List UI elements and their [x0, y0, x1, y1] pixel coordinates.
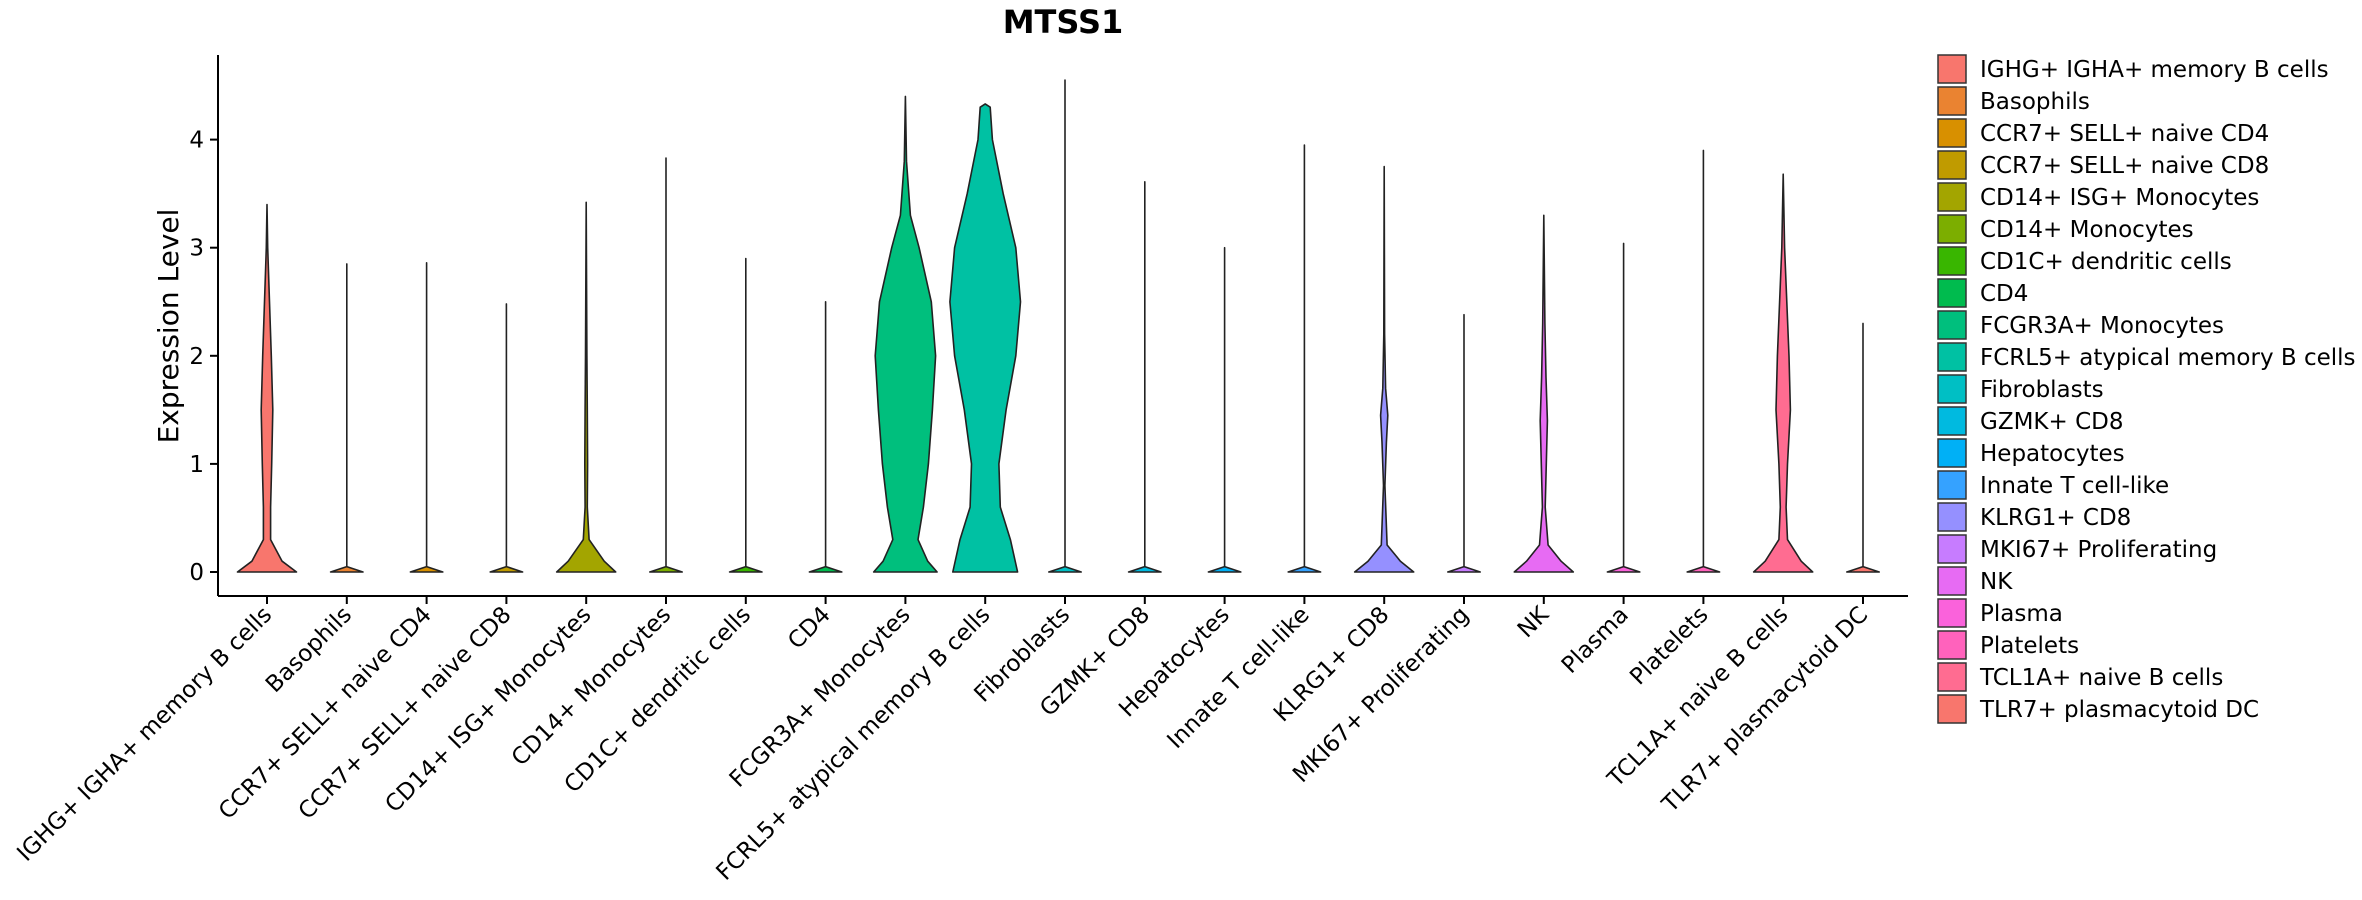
legend-label: Platelets — [1980, 633, 2079, 659]
violin-9 — [872, 95, 938, 573]
x-tick-label: IGHG+ IGHA+ memory B cells — [12, 602, 277, 867]
legend-swatch — [1937, 502, 1967, 532]
legend-label: CCR7+ SELL+ naive CD4 — [1980, 121, 2269, 147]
legend-label: MKI67+ Proliferating — [1980, 537, 2217, 563]
x-tick-label: NK — [1513, 601, 1555, 643]
y-tick-label: 4 — [189, 128, 204, 154]
legend-swatch — [1937, 54, 1967, 84]
y-axis: 0 1 2 3 4 — [189, 55, 219, 596]
legend-label: Plasma — [1980, 601, 2063, 627]
violin-1 — [236, 203, 298, 573]
violin-20 — [1752, 173, 1814, 573]
legend-swatch — [1937, 662, 1967, 692]
legend-label: Fibroblasts — [1980, 377, 2104, 403]
violin-16 — [1447, 313, 1481, 573]
violin-4 — [489, 303, 524, 573]
violin-19 — [1686, 149, 1721, 573]
x-tick-label: CD14+ Monocytes — [507, 602, 676, 771]
legend-swatch — [1937, 118, 1967, 148]
violin-7 — [728, 257, 763, 573]
x-tick-label: Innate T cell-like — [1162, 602, 1314, 754]
violin-2 — [329, 263, 364, 573]
legend-swatch — [1937, 342, 1967, 372]
violin-11 — [1048, 79, 1082, 573]
violin-17 — [1513, 214, 1575, 573]
violin-13 — [1207, 246, 1242, 573]
x-tick-label: Plasma — [1557, 602, 1634, 679]
legend-label: CCR7+ SELL+ naive CD8 — [1980, 153, 2269, 179]
legend-swatch — [1937, 374, 1967, 404]
legend-swatch — [1937, 406, 1967, 436]
legend-label: Hepatocytes — [1980, 441, 2125, 467]
legend-swatch — [1937, 182, 1967, 212]
violin-10 — [949, 103, 1022, 573]
y-tick-label: 3 — [189, 236, 204, 262]
violin-14 — [1287, 144, 1322, 573]
legend-swatch — [1937, 86, 1967, 116]
violin-18 — [1606, 242, 1641, 573]
legend-label: CD4 — [1980, 281, 2028, 307]
violin-6 — [649, 157, 683, 573]
legend-swatch — [1937, 246, 1967, 276]
legend-swatch — [1937, 598, 1967, 628]
legend-label: CD1C+ dendritic cells — [1980, 249, 2232, 275]
violin-3 — [409, 262, 444, 573]
chart-title: MTSS1 — [1003, 3, 1124, 41]
x-axis: IGHG+ IGHA+ memory B cellsBasophilsCCR7+… — [12, 595, 1908, 886]
violin-15 — [1353, 165, 1415, 573]
legend-swatch — [1937, 278, 1967, 308]
legend-label: IGHG+ IGHA+ memory B cells — [1980, 57, 2329, 83]
legend-label: KLRG1+ CD8 — [1980, 505, 2131, 531]
legend-label: NK — [1980, 569, 2013, 595]
violin-12 — [1127, 181, 1162, 573]
legend-label: FCGR3A+ Monocytes — [1980, 313, 2224, 339]
legend-swatch — [1937, 694, 1967, 724]
legend-swatch — [1937, 310, 1967, 340]
legend-label: CD14+ ISG+ Monocytes — [1980, 185, 2259, 211]
legend-label: Basophils — [1980, 89, 2090, 115]
legend-swatch — [1937, 214, 1967, 244]
legend-label: GZMK+ CD8 — [1980, 409, 2124, 435]
legend-swatch — [1937, 534, 1967, 564]
y-axis-label: Expression Level — [152, 209, 185, 444]
y-tick-label: 1 — [189, 452, 204, 478]
y-tick-label: 0 — [189, 560, 204, 586]
legend-swatch — [1937, 150, 1967, 180]
legend-label: FCRL5+ atypical memory B cells — [1980, 345, 2356, 371]
legend: IGHG+ IGHA+ memory B cells Basophils CCR7+… — [1937, 54, 2356, 724]
legend-swatch — [1937, 630, 1967, 660]
legend-label: CD14+ Monocytes — [1980, 217, 2194, 243]
legend-swatch — [1937, 470, 1967, 500]
legend-swatch — [1937, 438, 1967, 468]
y-tick-label: 2 — [189, 344, 204, 370]
violin-8 — [808, 301, 843, 573]
violin-21 — [1846, 322, 1880, 573]
violins — [236, 79, 1880, 573]
legend-label: TLR7+ plasmacytoid DC — [1979, 697, 2259, 723]
violin-5 — [555, 201, 617, 573]
legend-swatch — [1937, 566, 1967, 596]
legend-label: Innate T cell-like — [1980, 473, 2169, 499]
legend-label: TCL1A+ naive B cells — [1979, 665, 2223, 691]
x-tick-label: CD4 — [783, 602, 836, 655]
